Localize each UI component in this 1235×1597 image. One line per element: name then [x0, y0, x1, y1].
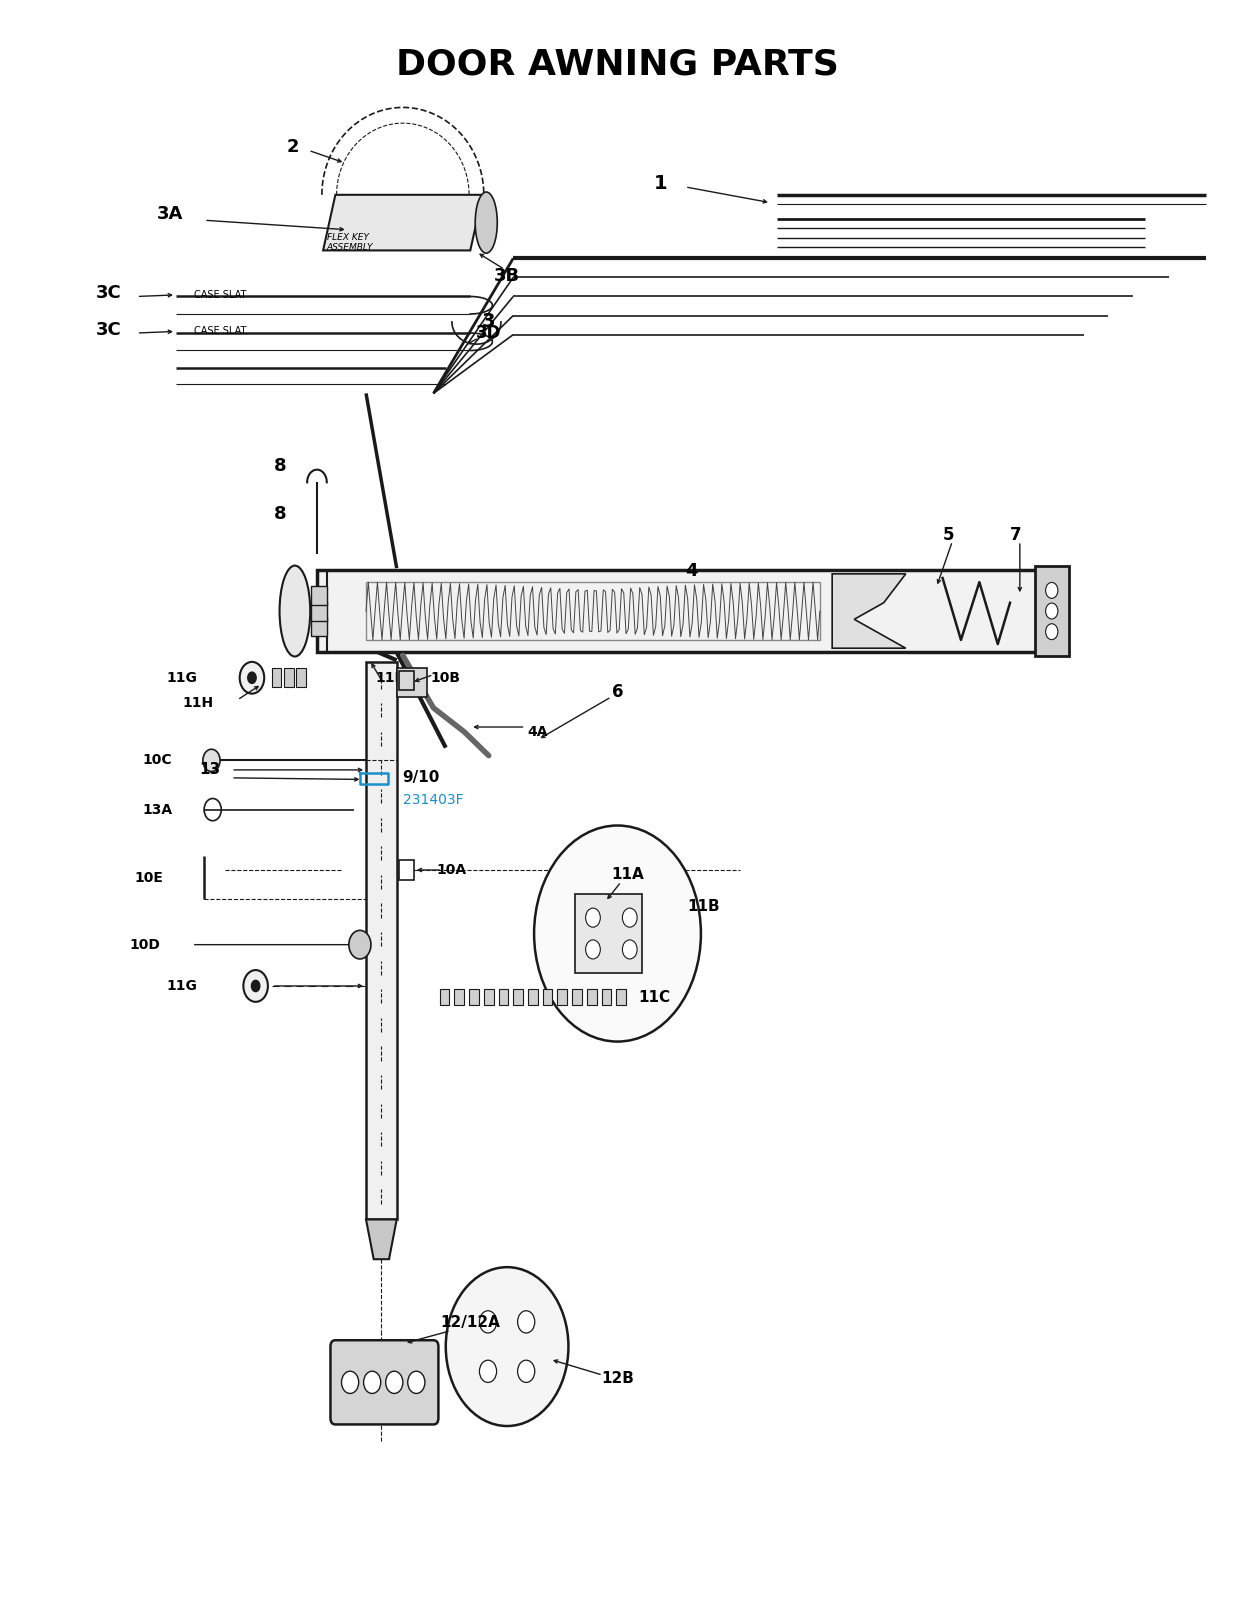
Text: 4A: 4A — [527, 725, 548, 739]
Text: 11A: 11A — [611, 867, 643, 882]
Text: CASE SLAT: CASE SLAT — [194, 291, 247, 300]
Bar — [469, 989, 479, 1005]
Text: 3C: 3C — [95, 284, 121, 302]
Bar — [499, 989, 509, 1005]
Bar — [574, 894, 642, 973]
Text: 13: 13 — [200, 762, 221, 778]
Bar — [311, 602, 327, 621]
Circle shape — [585, 909, 600, 928]
Text: 13A: 13A — [142, 803, 173, 816]
Bar — [454, 989, 464, 1005]
Text: 3A: 3A — [157, 204, 183, 224]
Bar — [311, 618, 327, 637]
Circle shape — [1046, 583, 1058, 599]
Text: 1: 1 — [653, 174, 667, 193]
Text: 10C: 10C — [143, 754, 173, 768]
Circle shape — [534, 826, 701, 1041]
Bar — [601, 989, 611, 1005]
Circle shape — [408, 1372, 425, 1394]
Circle shape — [622, 909, 637, 928]
Bar — [484, 989, 494, 1005]
Circle shape — [247, 671, 257, 684]
Text: 3B: 3B — [494, 267, 520, 284]
Text: 11D: 11D — [375, 671, 406, 685]
Circle shape — [479, 1311, 496, 1333]
Text: 11G: 11G — [167, 979, 198, 993]
Text: 12/12A: 12/12A — [441, 1316, 500, 1330]
Text: CASE SLAT: CASE SLAT — [194, 326, 247, 337]
Circle shape — [385, 1372, 403, 1394]
Text: 12B: 12B — [601, 1370, 634, 1386]
Circle shape — [479, 1361, 496, 1383]
Circle shape — [363, 1372, 380, 1394]
Text: 6: 6 — [611, 684, 624, 701]
Bar — [311, 586, 327, 605]
Bar — [284, 668, 294, 687]
Text: 9/10: 9/10 — [403, 770, 440, 786]
Text: 8: 8 — [274, 505, 287, 524]
Bar — [272, 668, 282, 687]
Circle shape — [1046, 624, 1058, 640]
Text: 2: 2 — [287, 139, 299, 157]
Polygon shape — [324, 195, 483, 251]
Text: 3C: 3C — [95, 321, 121, 339]
Text: DOOR AWNING PARTS: DOOR AWNING PARTS — [396, 48, 839, 81]
Bar — [616, 989, 626, 1005]
Text: 3D: 3D — [475, 324, 501, 342]
Circle shape — [251, 979, 261, 992]
Bar — [440, 989, 450, 1005]
Text: 4: 4 — [685, 562, 698, 580]
Bar — [366, 583, 820, 640]
Polygon shape — [832, 573, 905, 648]
FancyBboxPatch shape — [331, 1340, 438, 1425]
Circle shape — [1046, 604, 1058, 620]
Bar — [296, 668, 306, 687]
Circle shape — [348, 931, 370, 958]
Circle shape — [622, 941, 637, 958]
Text: 11B: 11B — [687, 899, 720, 913]
Text: 231403F: 231403F — [403, 794, 464, 806]
Circle shape — [240, 661, 264, 693]
Text: 10A: 10A — [437, 862, 467, 877]
Circle shape — [342, 1372, 358, 1394]
Text: 8: 8 — [274, 457, 287, 476]
Ellipse shape — [475, 192, 498, 254]
Bar — [587, 989, 597, 1005]
Circle shape — [517, 1361, 535, 1383]
Text: 3: 3 — [482, 313, 495, 332]
Bar — [557, 989, 567, 1005]
Text: 11G: 11G — [167, 671, 198, 685]
Bar — [572, 989, 582, 1005]
Circle shape — [585, 941, 600, 958]
Circle shape — [243, 969, 268, 1001]
Bar — [1035, 565, 1070, 656]
Bar — [366, 661, 396, 1220]
Text: 5: 5 — [944, 525, 955, 545]
Bar — [542, 989, 552, 1005]
Circle shape — [203, 749, 220, 771]
Text: FLEX KEY
ASSEMBLY: FLEX KEY ASSEMBLY — [327, 233, 373, 252]
Ellipse shape — [279, 565, 310, 656]
Text: 10D: 10D — [130, 937, 161, 952]
Text: 7: 7 — [1010, 525, 1023, 545]
Polygon shape — [366, 1220, 396, 1258]
Bar — [317, 570, 1041, 652]
Text: 10E: 10E — [135, 870, 163, 885]
Bar — [399, 671, 414, 690]
Text: 11C: 11C — [638, 990, 671, 1005]
Circle shape — [446, 1266, 568, 1426]
Bar — [396, 668, 427, 696]
Text: 11H: 11H — [183, 696, 214, 711]
Bar — [514, 989, 524, 1005]
Circle shape — [517, 1311, 535, 1333]
Bar — [399, 861, 414, 880]
Bar — [527, 989, 537, 1005]
Text: 10B: 10B — [431, 671, 461, 685]
